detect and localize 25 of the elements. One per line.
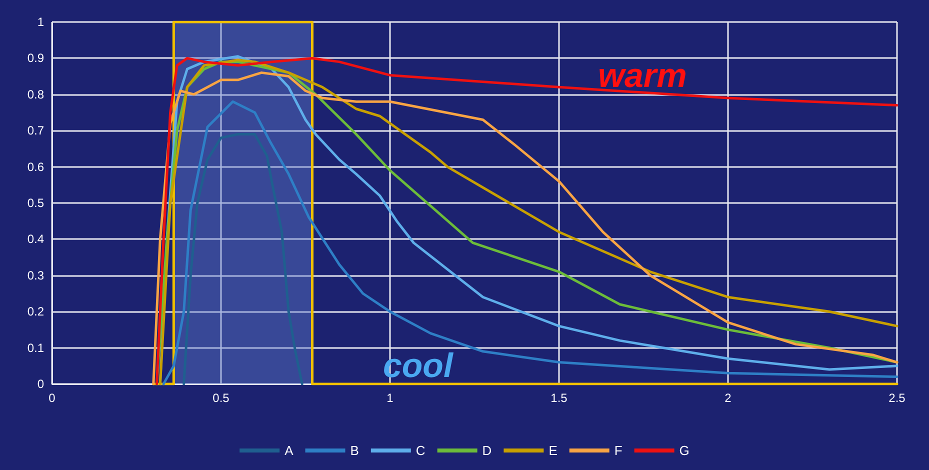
y-tick-label: 1 xyxy=(37,15,44,29)
y-tick-label: 0.3 xyxy=(27,268,44,282)
x-tick-label: 0.5 xyxy=(212,391,230,405)
x-tick-label: 0 xyxy=(48,391,56,405)
y-tick-label: 0.4 xyxy=(27,232,44,246)
legend-label: A xyxy=(284,443,294,458)
y-tick-label: 0.8 xyxy=(27,87,44,102)
y-tick-label: 0.1 xyxy=(27,340,44,355)
y-tick-label: 0.7 xyxy=(27,124,44,138)
y-tick-label: 0.5 xyxy=(27,196,44,210)
y-tick-label: 0.9 xyxy=(27,51,44,66)
legend-label: D xyxy=(482,443,492,458)
x-tick-label: 1 xyxy=(386,391,394,405)
y-tick-label: 0.6 xyxy=(27,160,44,174)
legend-label: C xyxy=(416,443,426,458)
y-tick-label: 0 xyxy=(37,377,44,391)
legend-label: F xyxy=(614,443,622,458)
x-tick-label: 2 xyxy=(724,391,732,405)
y-tick-label: 0.2 xyxy=(27,304,44,319)
legend-label: B xyxy=(350,443,359,458)
annotation: warm xyxy=(598,57,687,95)
legend-label: E xyxy=(548,443,558,458)
x-tick-label: 1.5 xyxy=(550,391,568,405)
legend-label: G xyxy=(679,443,690,458)
x-tick-label: 2.5 xyxy=(888,391,906,405)
